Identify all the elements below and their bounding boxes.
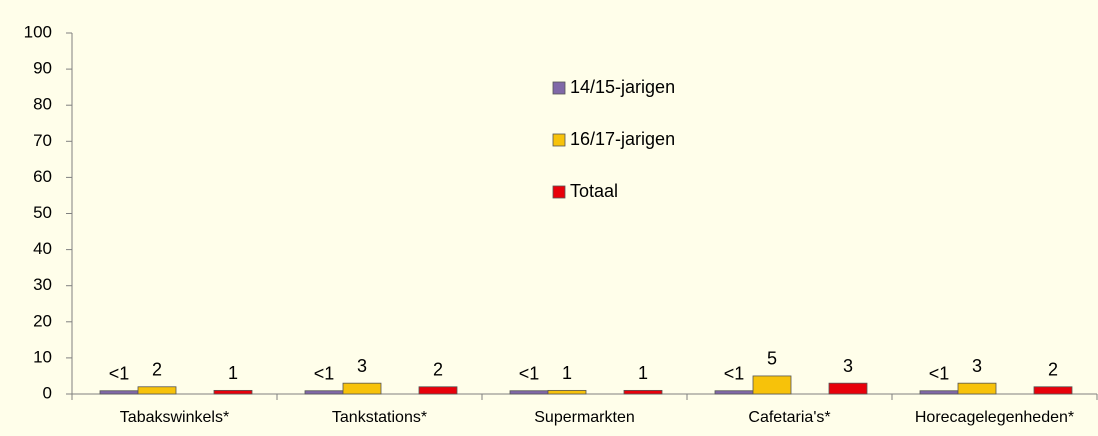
legend-label: 16/17-jarigen	[570, 129, 675, 149]
y-tick-label: 100	[24, 22, 52, 41]
value-label: 3	[357, 356, 367, 376]
bar	[137, 386, 177, 395]
bar	[752, 375, 792, 395]
value-label: 1	[638, 363, 648, 383]
y-tick-label: 0	[43, 383, 52, 402]
value-label: <1	[314, 364, 335, 384]
x-tick-label: Supermarkten	[534, 409, 635, 426]
bar	[213, 389, 253, 395]
value-label: 1	[228, 363, 238, 383]
bar	[418, 386, 458, 395]
legend-label: Totaal	[570, 181, 618, 201]
y-tick-label: 50	[33, 203, 52, 222]
value-label: <1	[109, 364, 130, 384]
bar	[828, 382, 868, 395]
legend-swatch	[552, 133, 566, 147]
value-label: 5	[767, 349, 777, 369]
value-label: 3	[972, 356, 982, 376]
y-tick-label: 90	[33, 59, 52, 78]
bar	[547, 389, 587, 395]
y-tick-label: 10	[33, 347, 52, 366]
value-label: <1	[724, 364, 745, 384]
value-label: 2	[433, 360, 443, 380]
x-tick-label: Horecagelegenheden*	[915, 409, 1074, 426]
bar	[623, 389, 663, 395]
bar	[342, 382, 382, 395]
value-label: 1	[562, 363, 572, 383]
y-tick-label: 20	[33, 311, 52, 330]
bar	[714, 390, 754, 395]
bar	[1033, 386, 1073, 395]
bar	[957, 382, 997, 395]
legend-swatch	[552, 185, 566, 199]
x-tick-label: Tankstations*	[332, 409, 427, 426]
value-label: <1	[929, 364, 950, 384]
y-tick-label: 60	[33, 167, 52, 186]
x-tick-label: Cafetaria's*	[748, 409, 830, 426]
value-label: 2	[152, 360, 162, 380]
value-label: 3	[843, 356, 853, 376]
bar	[509, 390, 549, 395]
bar	[304, 390, 344, 395]
y-tick-label: 80	[33, 95, 52, 114]
value-label: 2	[1048, 360, 1058, 380]
legend-swatch	[552, 81, 566, 95]
bar	[99, 390, 139, 395]
value-label: <1	[519, 364, 540, 384]
legend-label: 14/15-jarigen	[570, 77, 675, 97]
y-tick-label: 40	[33, 239, 52, 258]
x-tick-label: Tabakswinkels*	[120, 409, 229, 426]
y-tick-label: 70	[33, 131, 52, 150]
bar	[919, 390, 959, 395]
y-tick-label: 30	[33, 275, 52, 294]
